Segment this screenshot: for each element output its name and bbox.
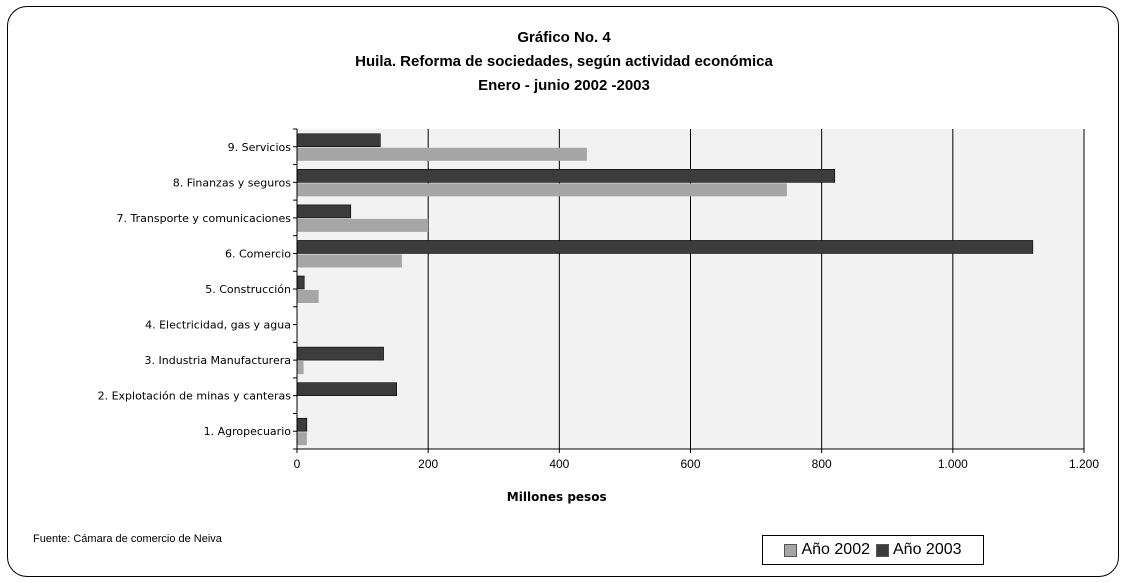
- bar-2003: [296, 204, 352, 219]
- x-tick-label: 1.000: [938, 457, 968, 471]
- bar-2002: [297, 432, 307, 446]
- category-label: 1. Agropecuario: [204, 425, 292, 438]
- bar-2003: [296, 133, 381, 148]
- category-label: 5. Construcción: [205, 283, 291, 296]
- legend-item-2003: Año 2003: [876, 541, 962, 559]
- bar-2002: [297, 183, 787, 197]
- category-label: 6. Comercio: [225, 247, 291, 260]
- chart-period: Enero - junio 2002 -2003: [478, 77, 650, 94]
- source-note: Fuente: Cámara de comercio de Neiva: [33, 533, 222, 545]
- bar-2003: [296, 169, 836, 183]
- bar-2002: [297, 218, 429, 232]
- legend-label-2003: Año 2003: [893, 541, 962, 558]
- legend-swatch-2002: [784, 543, 798, 557]
- legend: Año 2002 Año 2003: [762, 535, 984, 565]
- x-tick-label: 1.200: [1069, 457, 1099, 471]
- x-tick-label: 800: [812, 457, 832, 471]
- category-label: 2. Explotación de minas y canteras: [98, 390, 292, 403]
- chart-title: Gráfico No. 4: [517, 29, 611, 46]
- bar-2003: [296, 417, 308, 432]
- category-label: 4. Electricidad, gas y agua: [145, 319, 291, 332]
- bar-2003: [296, 346, 384, 361]
- category-label: 9. Servicios: [228, 141, 292, 154]
- bar-2002: [297, 361, 304, 375]
- bar-2002: [297, 290, 319, 303]
- x-tick-label: 600: [680, 457, 700, 471]
- category-label: 8. Finanzas y seguros: [173, 176, 291, 189]
- bar-2002: [297, 147, 587, 161]
- bar-2003: [296, 275, 305, 290]
- bar-2003: [296, 240, 1034, 254]
- x-tick-label: 0: [294, 457, 301, 471]
- legend-item-2002: Año 2002: [784, 541, 870, 559]
- x-tick-label: 200: [418, 457, 438, 471]
- category-label: 3. Industria Manufacturera: [145, 354, 291, 367]
- x-tick-label: 400: [549, 457, 569, 471]
- x-axis-label: Millones pesos: [507, 490, 607, 504]
- category-label: 7. Transporte y comunicaciones: [117, 212, 292, 225]
- legend-label-2002: Año 2002: [801, 541, 870, 558]
- bar-2003: [296, 382, 397, 396]
- chart-subtitle: Huila. Reforma de sociedades, según acti…: [355, 53, 773, 70]
- legend-swatch-2003: [876, 543, 889, 557]
- bar-2002: [297, 254, 402, 268]
